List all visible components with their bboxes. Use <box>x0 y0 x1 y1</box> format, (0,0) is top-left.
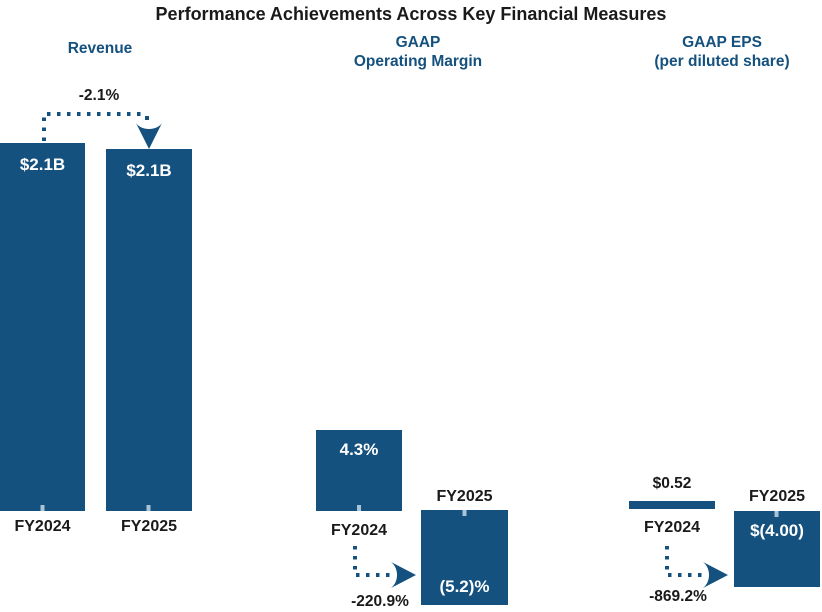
change-arrow-eps <box>665 546 728 588</box>
bar-revenue-fy2024: $2.1B <box>0 143 85 511</box>
panel-header-operating-margin: GAAP Operating Margin <box>318 33 518 71</box>
arrow-down-icon <box>136 123 162 149</box>
category-label-eps-fy2025: FY2025 <box>748 488 806 505</box>
arrow-dot <box>145 116 149 120</box>
bar-revenue-fy2025: $2.1B <box>106 149 192 511</box>
bar-value-eps-fy2024: $0.52 <box>652 475 692 492</box>
change-label-eps: -869.2% <box>649 588 707 605</box>
arrow-right-icon <box>391 562 416 588</box>
category-label-eps-fy2024: FY2024 <box>643 519 701 536</box>
category-label-revenue-fy2025: FY2025 <box>120 518 178 535</box>
chart-title: Performance Achievements Across Key Fina… <box>155 4 667 24</box>
panel-header-eps: GAAP EPS (per diluted share) <box>622 33 822 71</box>
panel-header-operating-margin-line2: Operating Margin <box>353 53 483 70</box>
bar-value-operating-margin-fy2024: 4.3% <box>339 440 379 459</box>
panel-header-eps-line1: GAAP EPS <box>682 34 762 51</box>
change-arrow-operating-margin <box>353 546 416 588</box>
category-label-revenue-fy2024: FY2024 <box>14 518 71 535</box>
bar-eps-fy2025: $(4.00) <box>734 511 820 587</box>
bar-value-eps-fy2025: $(4.00) <box>750 521 804 540</box>
bar-value-operating-margin-fy2025: (5.2)% <box>439 577 490 596</box>
panel-header-revenue: Revenue <box>67 40 133 57</box>
change-label-revenue: -2.1% <box>78 87 120 104</box>
category-label-operating-margin-fy2025: FY2025 <box>436 488 493 505</box>
category-label-operating-margin-fy2024: FY2024 <box>330 522 388 539</box>
bar-operating-margin-fy2025: (5.2)% <box>421 510 508 605</box>
panel-header-operating-margin-line1: GAAP <box>395 34 441 51</box>
panel-header-eps-line2: (per diluted share) <box>654 53 790 70</box>
bar-eps-fy2024 <box>629 501 715 509</box>
arrow-right-icon <box>703 562 728 588</box>
bar-value-revenue-fy2025: $2.1B <box>126 161 172 180</box>
bar-operating-margin-fy2024: 4.3% <box>316 430 402 511</box>
change-label-operating-margin: -220.9% <box>351 593 409 610</box>
bar-value-revenue-fy2024: $2.1B <box>19 155 66 174</box>
